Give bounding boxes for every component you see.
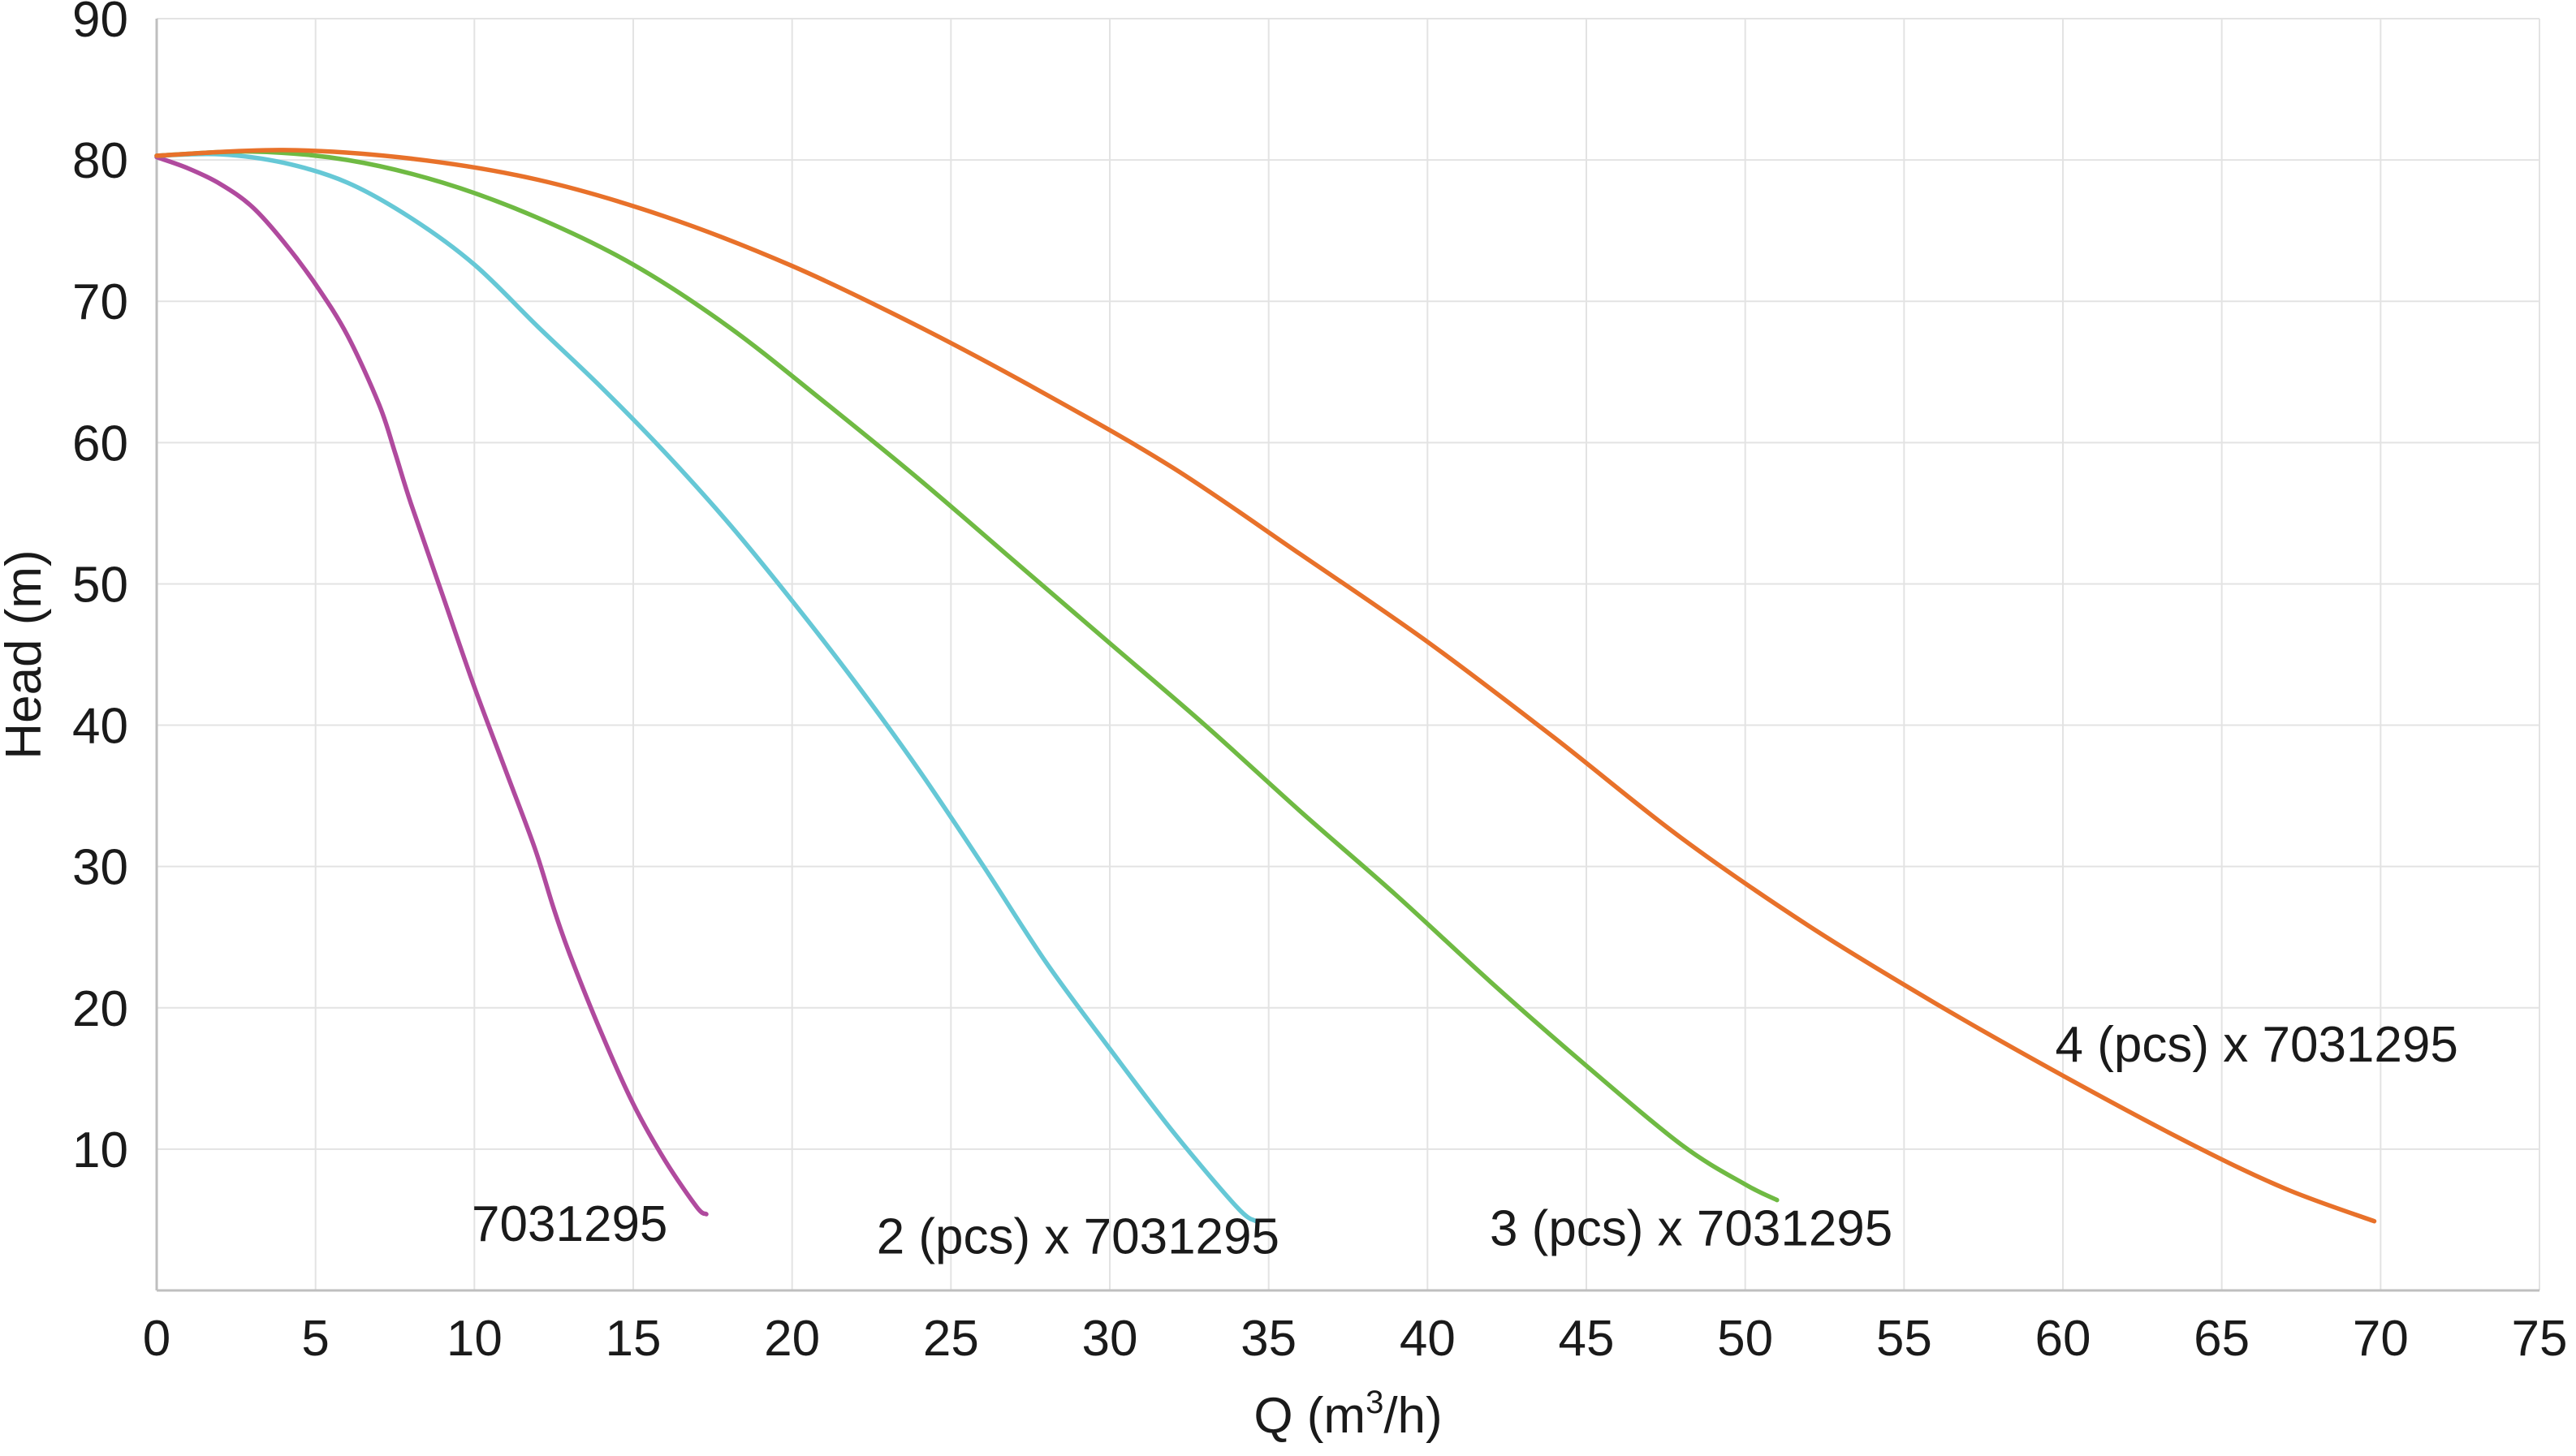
- y-tick-label: 80: [72, 133, 128, 189]
- curve-labels: 7031295 2 (pcs) x 7031295 3 (pcs) x 703129…: [472, 1017, 2458, 1265]
- x-axis-title: Q (m3/h): [1253, 1385, 1442, 1444]
- y-tick-label: 60: [72, 416, 128, 472]
- x-tick-label: 0: [143, 1311, 170, 1367]
- y-tick-label: 90: [72, 0, 128, 48]
- x-tick-label: 25: [923, 1311, 979, 1367]
- x-tick-label: 65: [2194, 1311, 2250, 1367]
- x-tick-label: 60: [2035, 1311, 2091, 1367]
- y-tick-label: 20: [72, 981, 128, 1037]
- y-tick-label: 50: [72, 557, 128, 613]
- x-tick-label: 35: [1241, 1311, 1297, 1367]
- y-tick-label: 40: [72, 699, 128, 755]
- curve-label-1: 7031295: [472, 1196, 667, 1252]
- x-tick-label: 50: [1717, 1311, 1773, 1367]
- x-tick-label: 30: [1082, 1311, 1138, 1367]
- grid: [157, 18, 2540, 1290]
- curve-label-4: 4 (pcs) x 7031295: [2056, 1017, 2458, 1073]
- x-tick-label: 55: [1876, 1311, 1932, 1367]
- curve-label-3: 3 (pcs) x 7031295: [1490, 1200, 1892, 1256]
- x-tick-label: 5: [301, 1311, 329, 1367]
- x-tick-label: 70: [2353, 1311, 2409, 1367]
- y-axis-title: Head (m): [0, 549, 52, 759]
- series-line-3: [154, 149, 1780, 1203]
- y-tick-label: 70: [72, 274, 128, 330]
- x-tick-label: 75: [2512, 1311, 2568, 1367]
- x-tick-label: 15: [606, 1311, 662, 1367]
- x-tick-label: 10: [447, 1311, 503, 1367]
- x-tick-label: 20: [764, 1311, 820, 1367]
- axes: [155, 19, 2539, 1292]
- y-tick-label: 10: [72, 1122, 128, 1178]
- series-line-1: [154, 154, 709, 1217]
- series-line-4: [154, 148, 2377, 1224]
- y-tick-labels: 10 20 30 40 50 60 70 80 90: [72, 0, 128, 1178]
- series-line-2: [154, 151, 1258, 1224]
- x-tick-label: 40: [1400, 1311, 1456, 1367]
- curve-label-2: 2 (pcs) x 7031295: [877, 1209, 1279, 1265]
- x-tick-labels: 0 5 10 15 20 25 30 35 40 45 50 55 60 65 70 75: [143, 1311, 2568, 1367]
- y-tick-label: 30: [72, 840, 128, 896]
- x-tick-label: 45: [1559, 1311, 1615, 1367]
- series: [154, 148, 2377, 1224]
